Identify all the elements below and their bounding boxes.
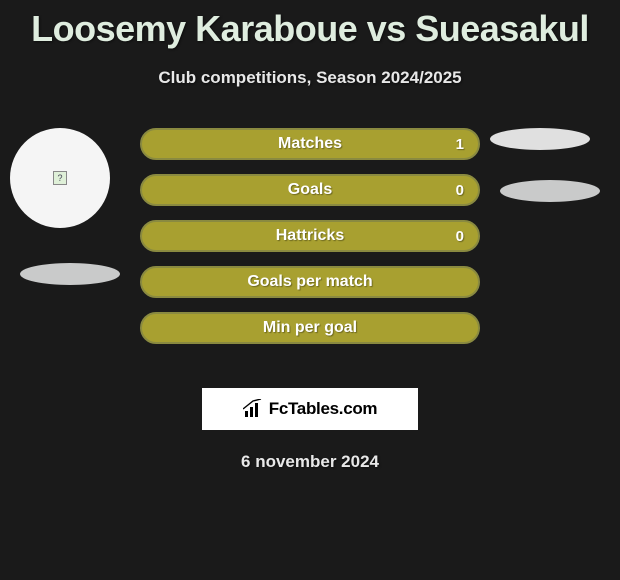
stat-row-min-per-goal: Min per goal bbox=[140, 312, 480, 344]
footer-date: 6 november 2024 bbox=[0, 452, 620, 472]
stat-row-goals-per-match: Goals per match bbox=[140, 266, 480, 298]
stat-label: Matches bbox=[278, 135, 342, 153]
page-subtitle: Club competitions, Season 2024/2025 bbox=[0, 68, 620, 88]
player-right-ellipse-2 bbox=[500, 180, 600, 202]
page-root: Loosemy Karaboue vs Sueasakul Club compe… bbox=[0, 0, 620, 472]
page-title: Loosemy Karaboue vs Sueasakul bbox=[0, 8, 620, 50]
logo-text: FcTables.com bbox=[269, 399, 378, 419]
stat-row-matches: Matches 1 bbox=[140, 128, 480, 160]
stat-label: Goals bbox=[288, 181, 332, 199]
image-placeholder-icon: ? bbox=[53, 171, 67, 185]
branding-logo: FcTables.com bbox=[202, 388, 418, 430]
stat-value: 0 bbox=[456, 228, 464, 245]
stat-value: 1 bbox=[456, 136, 464, 153]
chart-icon bbox=[243, 399, 263, 419]
stat-label: Hattricks bbox=[276, 227, 344, 245]
stat-label: Goals per match bbox=[247, 273, 372, 291]
player-right-ellipse-1 bbox=[490, 128, 590, 150]
stat-row-hattricks: Hattricks 0 bbox=[140, 220, 480, 252]
stat-row-goals: Goals 0 bbox=[140, 174, 480, 206]
player-left-shadow bbox=[20, 263, 120, 285]
stat-value: 0 bbox=[456, 182, 464, 199]
stat-label: Min per goal bbox=[263, 319, 357, 337]
stats-area: ? Matches 1 Goals 0 Hattricks 0 Goals pe… bbox=[0, 128, 620, 368]
stats-column: Matches 1 Goals 0 Hattricks 0 Goals per … bbox=[140, 128, 480, 358]
player-left-avatar: ? bbox=[10, 128, 110, 228]
